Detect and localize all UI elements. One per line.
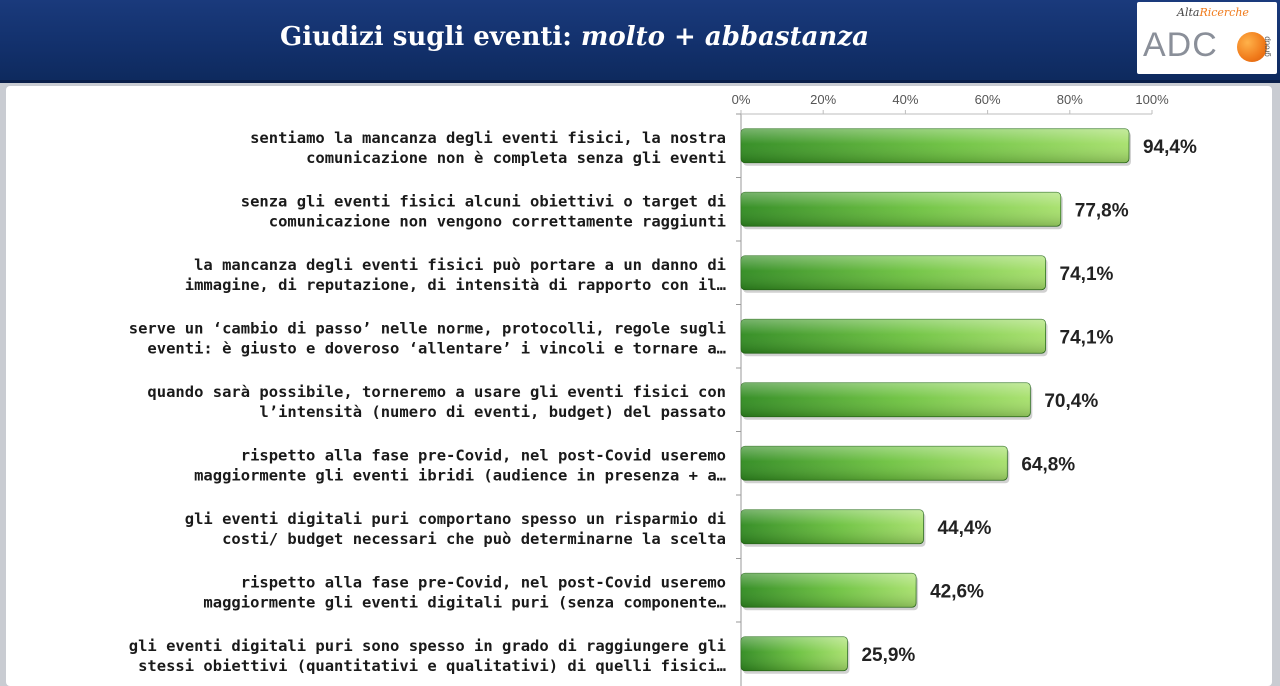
x-tick-label: 60% [975, 92, 1001, 107]
category-label: sentiamo la mancanza degli eventi fisici… [250, 129, 726, 167]
category-label: gli eventi digitali puri sono spesso in … [129, 637, 726, 675]
category-label: quando sarà possibile, torneremo a usare… [147, 383, 726, 421]
bar-row: la mancanza degli eventi fisici può port… [185, 240, 1114, 294]
x-tick-label: 20% [810, 92, 836, 107]
bar-row: gli eventi digitali puri comportano spes… [185, 494, 991, 548]
bar-shine [741, 446, 1008, 481]
data-label: 94,4% [1143, 137, 1197, 158]
bar-row: senza gli eventi fisici alcuni obiettivi… [241, 177, 1129, 230]
x-tick-label: 40% [892, 92, 918, 107]
category-label: rispetto alla fase pre-Covid, nel post-C… [194, 446, 726, 484]
category-label-line: l’intensità (numero di eventi, budget) d… [259, 403, 726, 421]
page-title: Giudizi sugli eventi: molto + abbastanza [280, 22, 869, 52]
bar-row: rispetto alla fase pre-Covid, nel post-C… [203, 558, 984, 611]
company-logo: AltaRicerche ADC group [1137, 2, 1277, 74]
x-tick-label: 0% [732, 92, 751, 107]
category-label: rispetto alla fase pre-Covid, nel post-C… [203, 573, 726, 611]
data-label: 74,1% [1060, 264, 1114, 285]
header-bar: Giudizi sugli eventi: molto + abbastanza… [0, 0, 1280, 83]
category-label-line: costi/ budget necessari che può determin… [222, 530, 726, 548]
category-label-line: stessi obiettivi (quantitativi e qualita… [138, 657, 726, 675]
category-label-line: sentiamo la mancanza degli eventi fisici… [250, 129, 726, 147]
category-label-line: serve un ‘cambio di passo’ nelle norme, … [129, 319, 726, 337]
category-label-line: comunicazione non è completa senza gli e… [306, 149, 726, 167]
bar-row: serve un ‘cambio di passo’ nelle norme, … [129, 304, 1114, 357]
category-label-line: immagine, di reputazione, di intensità d… [185, 276, 726, 294]
bar-shine [741, 319, 1046, 354]
category-label-line: la mancanza degli eventi fisici può port… [194, 256, 726, 274]
bar-shine [741, 573, 917, 608]
title-emphasis: molto + abbastanza [580, 22, 869, 52]
category-label-line: eventi: è giusto e doveroso ‘allentare’ … [147, 339, 726, 357]
data-label: 64,8% [1021, 454, 1075, 475]
data-label: 74,1% [1060, 327, 1114, 348]
category-label: la mancanza degli eventi fisici può port… [185, 256, 726, 294]
bar-shine [741, 128, 1129, 163]
bar-shine [741, 382, 1031, 417]
category-label: gli eventi digitali puri comportano spes… [185, 510, 726, 548]
x-tick-label: 80% [1057, 92, 1083, 107]
category-label-line: maggiormente gli eventi digitali puri (s… [203, 593, 726, 611]
bar-shine [741, 192, 1061, 227]
bar-shine [741, 509, 924, 544]
data-label: 44,4% [937, 518, 991, 539]
category-label: serve un ‘cambio di passo’ nelle norme, … [129, 319, 726, 357]
bar-shine [741, 636, 848, 671]
category-label-line: gli eventi digitali puri comportano spes… [185, 510, 726, 528]
logo-brand-top: AltaRicerche [1177, 6, 1249, 19]
data-label: 42,6% [930, 581, 984, 602]
category-label-line: rispetto alla fase pre-Covid, nel post-C… [241, 446, 726, 464]
logo-circle-icon [1237, 32, 1267, 62]
x-tick-label: 100% [1135, 92, 1169, 107]
category-label-line: quando sarà possibile, torneremo a usare… [147, 383, 726, 401]
category-label: senza gli eventi fisici alcuni obiettivi… [241, 192, 726, 230]
title-main: Giudizi sugli eventi: [280, 22, 572, 52]
bar-row: quando sarà possibile, torneremo a usare… [147, 367, 1098, 421]
data-label: 25,9% [861, 645, 915, 666]
category-label-line: maggiormente gli eventi ibridi (audience… [194, 466, 726, 484]
data-label: 70,4% [1044, 391, 1098, 412]
category-label-line: rispetto alla fase pre-Covid, nel post-C… [241, 573, 726, 591]
chart-panel [6, 86, 1272, 686]
category-label-line: gli eventi digitali puri sono spesso in … [129, 637, 726, 655]
category-label-line: comunicazione non vengono correttamente … [269, 212, 726, 230]
logo-brand-main: ADC [1143, 26, 1218, 64]
bar-row: gli eventi digitali puri sono spesso in … [129, 621, 915, 675]
bar-row: rispetto alla fase pre-Covid, nel post-C… [194, 431, 1075, 484]
bar-row: sentiamo la mancanza degli eventi fisici… [250, 113, 1197, 167]
bar-shine [741, 255, 1046, 290]
category-label-line: senza gli eventi fisici alcuni obiettivi… [241, 192, 726, 210]
data-label: 77,8% [1075, 200, 1129, 221]
